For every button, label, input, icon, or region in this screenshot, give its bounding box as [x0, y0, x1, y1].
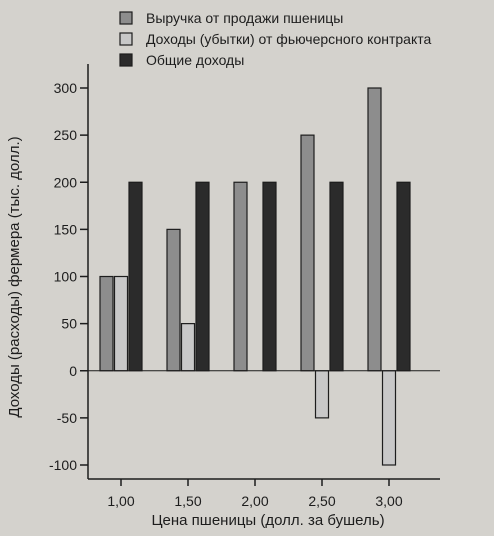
bar — [195, 181, 210, 372]
bar — [396, 181, 411, 372]
bar — [367, 87, 382, 372]
bar — [128, 181, 143, 372]
y-axis: -100 -50 0 50 100 150 200 250 300 — [49, 64, 89, 479]
x-tick-label: 2,50 — [308, 493, 335, 509]
bar — [300, 134, 315, 372]
legend-swatch — [119, 53, 133, 67]
legend-label: Общие доходы — [146, 52, 244, 68]
bar — [329, 181, 344, 372]
x-tick-label: 3,00 — [375, 493, 402, 509]
x-tick-label: 2,00 — [241, 493, 268, 509]
x-tick-label: 1,00 — [107, 493, 134, 509]
legend-label: Доходы (убытки) от фьючерсного контракта — [146, 31, 431, 47]
legend-swatch — [119, 32, 133, 46]
bar — [233, 181, 248, 372]
legend-label: Выручка от продажи пшеницы — [146, 10, 343, 26]
bars — [88, 87, 440, 466]
y-tick-label: 150 — [54, 221, 78, 237]
y-tick-label: -50 — [57, 410, 77, 426]
y-tick-label: 50 — [61, 316, 77, 332]
y-tick-label: -100 — [49, 457, 77, 473]
y-tick-label: 0 — [69, 363, 77, 379]
y-tick-label: 300 — [54, 80, 78, 96]
x-tick-label: 1,50 — [174, 493, 201, 509]
y-tick-label: 200 — [54, 174, 78, 190]
bar — [314, 370, 330, 419]
bar — [166, 228, 181, 372]
x-axis: 1,00 1,50 2,00 2,50 3,00 — [88, 478, 440, 509]
bar — [113, 275, 129, 372]
x-axis-title: Цена пшеницы (долл. за бушель) — [151, 512, 384, 529]
bar — [99, 275, 114, 372]
y-axis-title: Доходы (расходы) фермера (тыс. долл.) — [6, 136, 23, 417]
legend-swatch — [119, 11, 133, 25]
legend: Выручка от продажи пшеницы Доходы (убытки… — [119, 10, 431, 68]
bar — [381, 370, 397, 466]
y-tick-label: 250 — [54, 127, 78, 143]
bar — [262, 181, 277, 372]
bar — [180, 323, 196, 372]
y-tick-label: 100 — [54, 269, 78, 285]
